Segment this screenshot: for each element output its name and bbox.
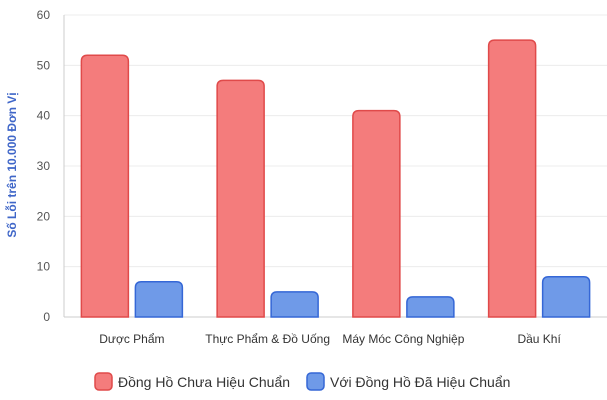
y-tick-label: 0	[43, 310, 50, 324]
legend[interactable]: Đồng Hồ Chưa Hiệu Chuẩn Với Đồng Hồ Đã Hi…	[94, 372, 510, 391]
legend-item[interactable]: Với Đồng Hồ Đã Hiệu Chuẩn	[306, 372, 510, 391]
bar-calibrated[interactable]	[270, 291, 319, 318]
x-tick-label: Thực Phẩm & Đồ Uống	[205, 332, 330, 346]
grid-lines	[63, 14, 607, 318]
y-axis-label: Số Lỗi trên 10.000 Đơn Vị	[4, 92, 19, 237]
legend-label: Với Đồng Hồ Đã Hiệu Chuẩn	[330, 374, 510, 390]
bars	[80, 39, 591, 318]
bar-calibrated[interactable]	[134, 281, 184, 318]
x-axis-labels: Dược Phẩm Thực Phẩm & Đồ Uống Máy Móc Công…	[99, 332, 561, 346]
legend-item[interactable]: Đồng Hồ Chưa Hiệu Chuẩn	[94, 372, 290, 391]
bar-uncalibrated[interactable]	[216, 79, 265, 318]
x-tick-label: Dược Phẩm	[99, 332, 164, 346]
bar-calibrated[interactable]	[406, 296, 455, 318]
legend-swatch	[306, 372, 325, 391]
legend-label: Đồng Hồ Chưa Hiệu Chuẩn	[118, 374, 290, 390]
bar-calibrated[interactable]	[541, 275, 591, 318]
y-tick-label: 50	[37, 58, 51, 72]
y-tick-label: 30	[37, 159, 51, 173]
y-axis-ticks: 0 10 20 30 40 50 60	[37, 8, 51, 324]
bar-uncalibrated[interactable]	[487, 39, 537, 318]
x-tick-label: Dầu Khí	[517, 332, 561, 346]
y-tick-label: 60	[37, 8, 51, 22]
x-tick-label: Máy Móc Công Nghiệp	[342, 332, 464, 346]
y-tick-label: 20	[37, 209, 51, 223]
y-tick-label: 40	[37, 109, 51, 123]
y-tick-label: 10	[37, 260, 51, 274]
bar-uncalibrated[interactable]	[80, 54, 130, 318]
bar-uncalibrated[interactable]	[352, 109, 401, 318]
legend-swatch	[94, 372, 113, 391]
